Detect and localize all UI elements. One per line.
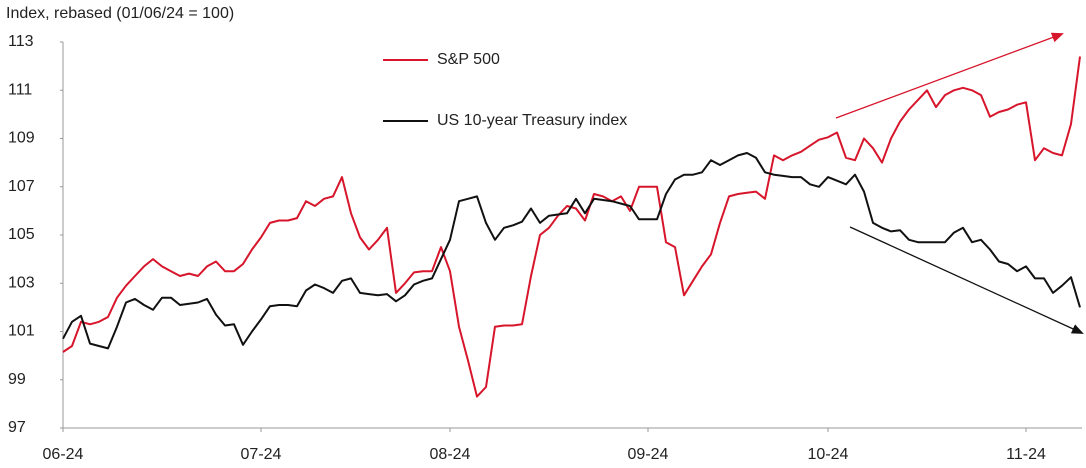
trend-arrow [835, 32, 1064, 119]
legend-label: S&P 500 [437, 51, 500, 68]
x-tick-label: 06-24 [43, 446, 84, 463]
x-tick-label: 09-24 [628, 446, 669, 463]
y-tick-label: 103 [8, 274, 35, 291]
series-line [62, 56, 1081, 398]
legend-label: US 10-year Treasury index [437, 112, 627, 129]
y-tick-label: 99 [8, 371, 26, 388]
y-tick-label: 109 [8, 130, 35, 147]
series-line [62, 152, 1081, 350]
x-tick-label: 07-24 [241, 446, 282, 463]
y-tick-label: 111 [8, 81, 32, 98]
legend: S&P 500 US 10-year Treasury index [383, 51, 627, 129]
y-tick-label: 105 [8, 226, 35, 243]
y-tick-label: 107 [8, 178, 35, 195]
x-tick-label: 10-24 [808, 446, 849, 463]
x-tick-label: 08-24 [430, 446, 471, 463]
y-tick-label: 101 [8, 323, 35, 340]
y-tick-label: 97 [8, 419, 26, 436]
y-axis-label: Index, rebased (01/06/24 = 100) [6, 5, 234, 22]
y-tick-label: 113 [8, 33, 34, 50]
trend-arrow [849, 226, 1084, 334]
x-tick-label: 11-24 [1006, 446, 1046, 463]
